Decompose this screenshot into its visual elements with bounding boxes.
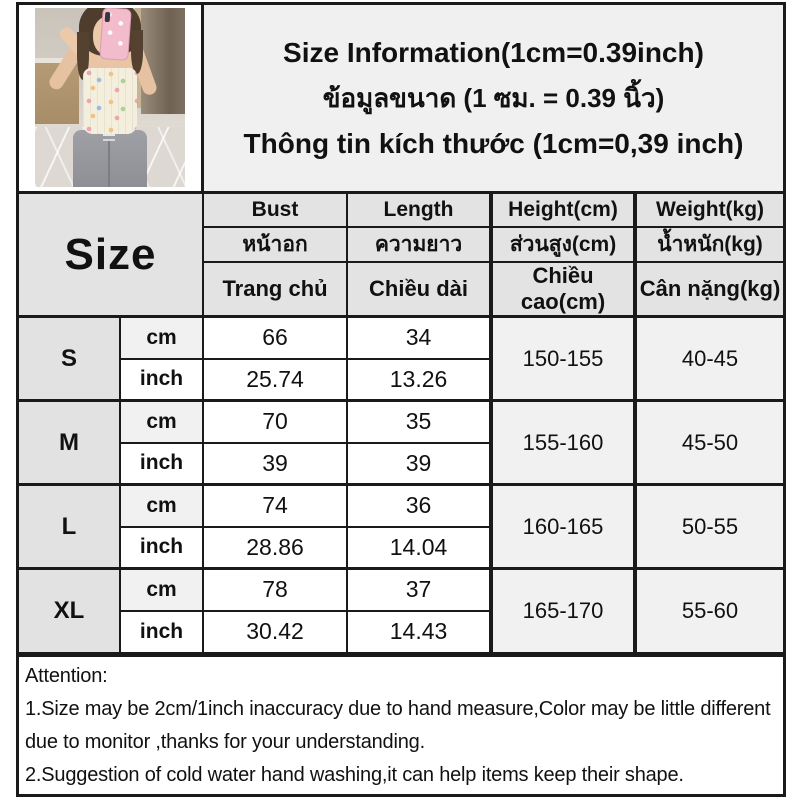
unit-cm: cm <box>118 567 205 612</box>
bust-cm-xl: 78 <box>202 567 349 612</box>
bust-inch-m: 39 <box>202 441 349 486</box>
col-header-bust-en: Bust <box>202 194 349 228</box>
photo-hair-lock-right <box>131 30 143 74</box>
bust-inch-xl: 30.42 <box>202 609 349 654</box>
height-range-xl: 165-170 <box>489 567 637 654</box>
photo-pants <box>73 130 147 187</box>
bust-inch-s: 25.74 <box>202 357 349 402</box>
size-table: Size Bust Length Height(cm) Weight(kg) ห… <box>19 194 784 654</box>
weight-range-m: 45-50 <box>633 399 784 486</box>
col-header-length-vi: Chiều dài <box>346 261 493 318</box>
unit-inch: inch <box>118 609 205 654</box>
size-label-xl: XL <box>19 567 121 654</box>
unit-inch: inch <box>118 525 205 570</box>
size-header: Size <box>19 194 205 318</box>
title-block: Size Information(1cm=0.39inch) ข้อมูลขนา… <box>204 5 783 191</box>
banner: Size Information(1cm=0.39inch) ข้อมูลขนา… <box>19 5 783 194</box>
photo-phone-camera-icon <box>104 11 111 23</box>
unit-inch: inch <box>118 357 205 402</box>
bust-cm-m: 70 <box>202 399 349 444</box>
bust-cm-s: 66 <box>202 315 349 360</box>
attention-notes: Attention: 1.Size may be 2cm/1inch inacc… <box>19 653 783 794</box>
weight-range-l: 50-55 <box>633 483 784 570</box>
length-cm-l: 36 <box>346 483 493 528</box>
col-header-length-th: ความยาว <box>346 226 493 263</box>
length-inch-m: 39 <box>346 441 493 486</box>
photo-tube-top <box>83 68 137 134</box>
title-thai: ข้อมูลขนาด (1 ซม. = 0.39 นิ้ว) <box>322 82 665 113</box>
title-english: Size Information(1cm=0.39inch) <box>283 36 704 68</box>
size-label-s: S <box>19 315 121 402</box>
col-header-weight-th: น้ำหนัก(kg) <box>633 226 784 263</box>
weight-range-xl: 55-60 <box>633 567 784 654</box>
size-label-l: L <box>19 483 121 570</box>
length-inch-s: 13.26 <box>346 357 493 402</box>
col-header-bust-th: หน้าอก <box>202 226 349 263</box>
bust-cm-l: 74 <box>202 483 349 528</box>
length-cm-xl: 37 <box>346 567 493 612</box>
attention-item-2: 2.Suggestion of cold water hand washing,… <box>25 763 684 786</box>
col-header-weight-vi: Cân nặng(kg) <box>633 261 784 318</box>
height-range-l: 160-165 <box>489 483 637 570</box>
length-cm-s: 34 <box>346 315 493 360</box>
col-header-height-vi: Chiều cao(cm) <box>489 261 637 318</box>
col-header-bust-vi: Trang chủ <box>202 261 349 318</box>
height-range-m: 155-160 <box>489 399 637 486</box>
col-header-height-en: Height(cm) <box>489 194 637 228</box>
unit-cm: cm <box>118 315 205 360</box>
photo-drawstring <box>103 134 115 136</box>
bust-inch-l: 28.86 <box>202 525 349 570</box>
photo-wardrobe <box>141 8 185 114</box>
unit-cm: cm <box>118 399 205 444</box>
weight-range-s: 40-45 <box>633 315 784 402</box>
size-chart-sheet: Size Information(1cm=0.39inch) ข้อมูลขนา… <box>16 2 786 797</box>
length-inch-l: 14.04 <box>346 525 493 570</box>
unit-cm: cm <box>118 483 205 528</box>
height-range-s: 150-155 <box>489 315 637 402</box>
photo-cell <box>19 5 204 191</box>
title-vietnamese: Thông tin kích thước (1cm=0,39 inch) <box>243 127 744 159</box>
attention-title: Attention: <box>25 664 108 687</box>
length-inch-xl: 14.43 <box>346 609 493 654</box>
product-photo <box>35 8 185 187</box>
photo-hair-lock-left <box>77 32 89 80</box>
col-header-height-th: ส่วนสูง(cm) <box>489 226 637 263</box>
photo-pants-seam <box>108 140 110 187</box>
col-header-weight-en: Weight(kg) <box>633 194 784 228</box>
attention-item-1: 1.Size may be 2cm/1inch inaccuracy due t… <box>25 697 771 753</box>
size-label-m: M <box>19 399 121 486</box>
unit-inch: inch <box>118 441 205 486</box>
length-cm-m: 35 <box>346 399 493 444</box>
col-header-length-en: Length <box>346 194 493 228</box>
